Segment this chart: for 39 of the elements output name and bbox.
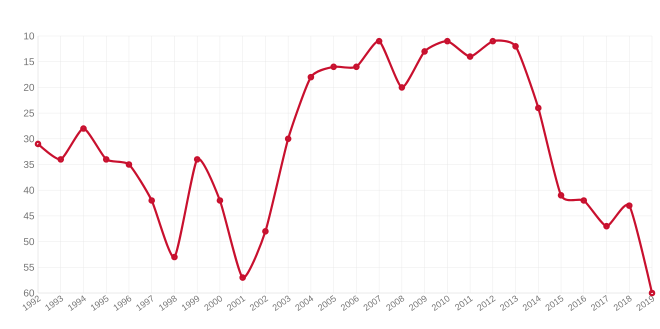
point	[421, 48, 428, 55]
y-tick-label: 60	[24, 289, 34, 297]
y-tick-label: 15	[24, 58, 34, 66]
point	[262, 228, 269, 235]
point	[239, 274, 246, 281]
point	[535, 104, 542, 112]
point	[80, 125, 87, 132]
point	[444, 38, 451, 44]
point	[308, 74, 314, 80]
point	[126, 161, 132, 168]
y-tick-label: 55	[24, 264, 34, 271]
point	[353, 64, 360, 70]
point	[580, 197, 588, 204]
point	[57, 156, 64, 163]
point	[102, 156, 110, 163]
x-tick-label: 2011	[455, 296, 474, 311]
point	[284, 136, 292, 142]
point	[490, 38, 496, 44]
point	[603, 222, 610, 230]
point	[466, 53, 474, 60]
point	[171, 254, 178, 260]
x-tick-label: 2001	[227, 296, 246, 311]
point	[330, 64, 337, 70]
y-tick-label: 45	[24, 212, 34, 220]
y-tick-label: 40	[24, 186, 34, 194]
point	[376, 38, 382, 44]
point	[216, 197, 224, 204]
y-tick-label: 50	[24, 238, 34, 246]
y-tick-label: 25	[24, 110, 34, 117]
y-tick-label: 20	[24, 84, 34, 91]
y-tick-label: 10	[24, 32, 34, 40]
y-tick-label: 35	[24, 160, 34, 168]
point	[558, 192, 564, 199]
point	[626, 202, 633, 209]
point	[398, 84, 406, 91]
point	[148, 197, 155, 204]
y-tick-label: 30	[24, 135, 34, 142]
point	[512, 43, 519, 50]
point	[194, 156, 200, 163]
